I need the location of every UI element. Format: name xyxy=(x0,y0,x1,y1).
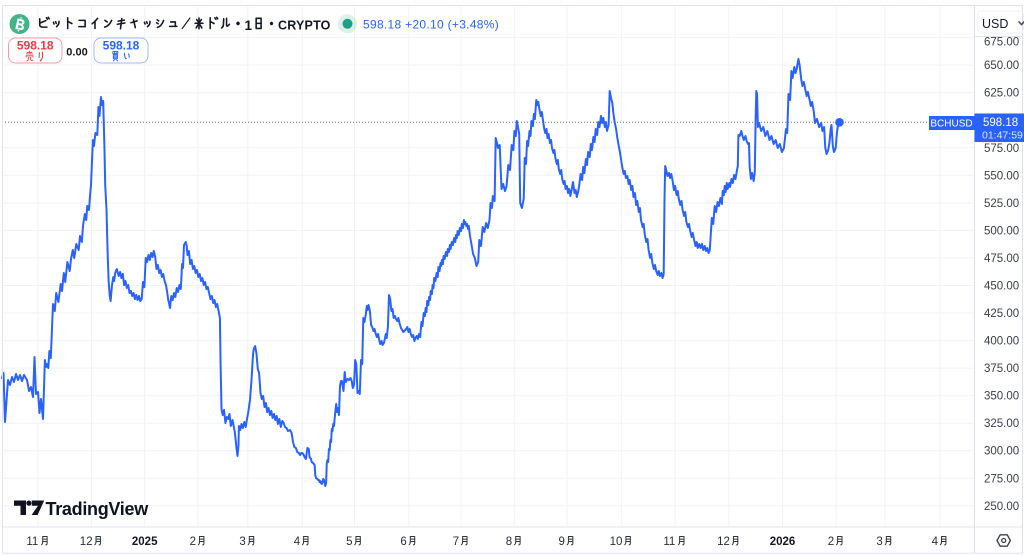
svg-text:598.18: 598.18 xyxy=(103,39,140,53)
svg-text:350.00: 350.00 xyxy=(984,391,1019,403)
svg-text:0.00: 0.00 xyxy=(66,47,87,59)
svg-text:575.00: 575.00 xyxy=(984,143,1019,155)
svg-text:11: 11 xyxy=(663,536,675,548)
svg-text:1: 1 xyxy=(245,18,253,33)
svg-text:7: 7 xyxy=(453,536,459,548)
svg-text:USD: USD xyxy=(982,17,1008,31)
svg-text:8: 8 xyxy=(506,536,512,548)
svg-text:275.00: 275.00 xyxy=(984,473,1019,485)
svg-text:500.00: 500.00 xyxy=(984,225,1019,237)
svg-text:250.00: 250.00 xyxy=(984,501,1019,513)
svg-text:2: 2 xyxy=(828,536,834,548)
svg-text:2: 2 xyxy=(190,536,196,548)
svg-text:BCHUSD: BCHUSD xyxy=(930,119,972,130)
svg-text:4: 4 xyxy=(294,536,301,548)
svg-text:3: 3 xyxy=(876,536,882,548)
svg-text:325.00: 325.00 xyxy=(984,418,1019,430)
svg-text:525.00: 525.00 xyxy=(984,198,1019,210)
svg-text:11: 11 xyxy=(26,536,38,548)
svg-text:550.00: 550.00 xyxy=(984,170,1019,182)
svg-text:2025: 2025 xyxy=(132,536,158,548)
svg-text:400.00: 400.00 xyxy=(984,336,1019,348)
svg-text:625.00: 625.00 xyxy=(984,88,1019,100)
svg-text:9: 9 xyxy=(559,536,565,548)
svg-text:12: 12 xyxy=(80,536,93,548)
svg-text:5: 5 xyxy=(346,536,352,548)
svg-text:475.00: 475.00 xyxy=(984,253,1019,265)
svg-text:598.18 +20.10 (+3.48%): 598.18 +20.10 (+3.48%) xyxy=(363,17,499,31)
svg-text:CRYPTO: CRYPTO xyxy=(278,19,331,33)
svg-text:TradingView: TradingView xyxy=(46,499,150,519)
svg-text:375.00: 375.00 xyxy=(984,363,1019,375)
svg-text:598.18: 598.18 xyxy=(983,117,1018,129)
svg-text:300.00: 300.00 xyxy=(984,446,1019,458)
svg-text:2026: 2026 xyxy=(770,536,796,548)
svg-text:650.00: 650.00 xyxy=(984,60,1019,72)
svg-text:675.00: 675.00 xyxy=(984,37,1019,49)
svg-text:450.00: 450.00 xyxy=(984,281,1019,293)
svg-text:4: 4 xyxy=(932,536,939,548)
svg-text:10: 10 xyxy=(610,536,623,548)
svg-text:425.00: 425.00 xyxy=(984,308,1019,320)
svg-text:12: 12 xyxy=(717,536,730,548)
svg-text:01:47:59: 01:47:59 xyxy=(982,130,1023,142)
svg-text:3: 3 xyxy=(239,536,245,548)
svg-text:598.18: 598.18 xyxy=(17,39,54,53)
svg-text:6: 6 xyxy=(400,536,406,548)
